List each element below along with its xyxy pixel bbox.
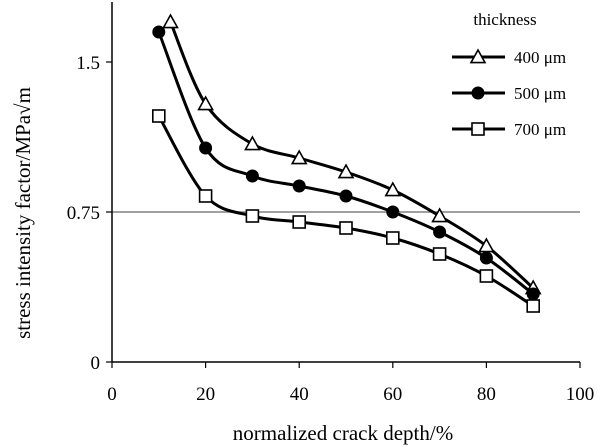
- data-point-400-m: [384, 181, 402, 197]
- legend-label-500-m: 500 μm: [514, 84, 566, 103]
- data-point-700-m: [152, 109, 166, 123]
- x-tick-label: 60: [383, 384, 402, 405]
- data-point-500-m: [433, 225, 447, 239]
- y-tick-label: 0.75: [67, 203, 100, 224]
- x-tick-label: 100: [566, 384, 595, 405]
- data-point-500-m: [245, 169, 259, 183]
- legend-title: thickness: [473, 10, 536, 29]
- data-point-500-m: [292, 179, 306, 193]
- data-point-400-m: [197, 95, 214, 111]
- data-point-700-m: [339, 221, 353, 235]
- x-tick-label: 20: [196, 384, 215, 405]
- data-point-700-m: [479, 269, 494, 283]
- y-axis-label: stress intensity factor/MPa√m: [11, 87, 35, 339]
- y-tick-label: 1.5: [76, 53, 100, 74]
- legend-label-400-m: 400 μm: [514, 48, 566, 67]
- legend-label-700-m: 700 μm: [514, 120, 566, 139]
- data-point-500-m: [479, 251, 493, 265]
- series-line-500-m: [157, 31, 535, 296]
- data-point-700-m: [385, 231, 400, 245]
- data-point-400-m: [162, 13, 179, 29]
- legend-marker-500-m: [471, 86, 485, 100]
- data-point-400-m: [431, 207, 448, 223]
- data-point-700-m: [432, 247, 447, 261]
- data-point-700-m: [526, 299, 541, 313]
- series-line-700-m: [157, 115, 535, 308]
- data-point-500-m: [526, 287, 540, 301]
- data-point-500-m: [152, 25, 166, 39]
- data-point-400-m: [290, 149, 308, 165]
- data-point-500-m: [339, 189, 353, 203]
- data-point-400-m: [337, 163, 355, 179]
- axes: 0 20 40 60 80 100 0 0.75 1.5: [67, 2, 595, 405]
- x-tick-label: 80: [477, 384, 496, 405]
- data-point-400-m: [244, 135, 261, 151]
- legend-marker-700-m: [471, 122, 485, 136]
- legend: thickness 400 μm 500 μm 700 μm: [452, 10, 566, 139]
- data-point-700-m: [198, 189, 213, 203]
- y-tick-label: 0: [91, 353, 101, 374]
- x-axis-label: normalized crack depth/%: [233, 421, 453, 445]
- x-tick-label: 0: [107, 384, 117, 405]
- plot-area: [112, 13, 580, 313]
- data-point-500-m: [386, 205, 400, 219]
- legend-marker-400-m: [469, 48, 487, 64]
- data-point-500-m: [199, 141, 213, 155]
- data-point-700-m: [245, 209, 260, 223]
- x-tick-label: 40: [290, 384, 309, 405]
- data-point-700-m: [292, 215, 307, 229]
